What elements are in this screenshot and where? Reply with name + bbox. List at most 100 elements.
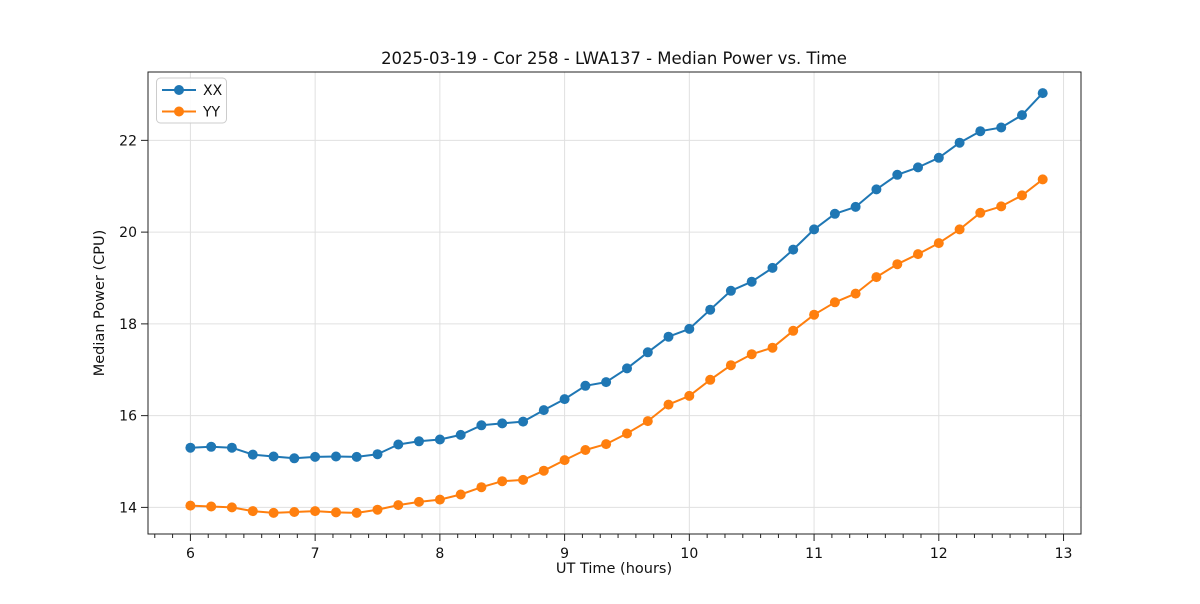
series-YY-marker	[1037, 174, 1048, 185]
series-YY-marker	[310, 506, 321, 517]
series-XX-marker	[684, 323, 695, 334]
series-YY-marker	[559, 455, 570, 466]
series-XX-marker	[1017, 110, 1027, 121]
series-YY-marker	[518, 474, 529, 485]
series-XX-marker	[871, 184, 882, 195]
tick-layer: 6 7 8 9 10 11 12 13 14 16 18 20 22	[119, 133, 1072, 562]
series-YY-marker	[954, 224, 965, 235]
series-XX-marker	[331, 451, 341, 462]
series-YY-marker	[414, 496, 424, 507]
series-YY-marker	[829, 297, 840, 308]
legend-label: XX	[203, 83, 223, 99]
series-YY-marker	[289, 507, 300, 517]
series-YY-marker	[434, 494, 445, 505]
legend-item-YY: YY	[162, 105, 221, 121]
series-XX-marker	[434, 434, 445, 445]
legend-marker	[174, 85, 184, 95]
series-XX-marker	[372, 449, 383, 460]
series-YY-marker	[538, 465, 549, 476]
series-YY-marker	[351, 507, 362, 518]
series-YY-marker	[331, 507, 341, 518]
series-XX-marker	[892, 169, 903, 180]
x-tick-label: 13	[1055, 546, 1073, 562]
series-XX-marker	[185, 442, 196, 453]
series-XX-marker	[809, 224, 820, 235]
x-axis-label: UT Time (hours)	[556, 561, 672, 577]
series-XX-marker	[663, 331, 674, 342]
series-YY-marker	[247, 506, 258, 517]
series-XX-marker	[850, 201, 861, 212]
y-tick-label: 20	[119, 225, 137, 241]
series-XX-marker	[310, 451, 321, 462]
series-YY-marker	[226, 502, 237, 513]
series-XX-marker	[351, 451, 362, 462]
series-YY-marker	[705, 374, 716, 385]
series-XX-marker	[559, 394, 570, 405]
series-XX-marker	[414, 436, 424, 447]
series-YY-marker	[393, 500, 404, 511]
series-XX-marker	[705, 304, 716, 315]
grid-layer	[148, 72, 1081, 534]
series-XX-marker	[767, 262, 778, 273]
legend-label: YY	[202, 105, 221, 121]
legend: XX YY	[156, 77, 227, 124]
series-YY-line	[189, 178, 1044, 514]
series-XX-marker	[268, 451, 279, 462]
series-YY-marker	[268, 507, 279, 518]
series-XX-marker	[497, 418, 508, 429]
series-YY-marker	[850, 288, 861, 299]
series-YY-marker	[975, 207, 986, 218]
series-YY-marker	[933, 238, 944, 249]
series-YY-marker	[622, 428, 632, 439]
series-XX-marker	[476, 420, 487, 431]
series-XX-marker	[538, 405, 549, 416]
series-YY-marker	[788, 325, 799, 336]
chart-title: 2025-03-19 - Cor 258 - LWA137 - Median P…	[381, 49, 847, 68]
series-XX-marker	[206, 441, 217, 452]
series-YY-marker	[497, 476, 508, 487]
y-tick-label: 22	[119, 133, 137, 149]
series-YY-marker	[913, 249, 923, 260]
y-tick-label: 14	[119, 500, 137, 516]
x-tick-label: 12	[930, 546, 948, 562]
y-tick-label: 18	[119, 317, 137, 333]
series-XX-marker	[954, 137, 965, 148]
series-YY-marker	[684, 390, 695, 401]
series-XX-marker	[580, 380, 591, 391]
series-XX-marker	[642, 347, 653, 358]
x-tick-label: 9	[560, 546, 569, 562]
series-XX-marker	[829, 208, 840, 219]
series-XX-marker	[788, 244, 799, 255]
series-XX-marker	[725, 285, 736, 296]
y-tick-label: 16	[119, 409, 137, 425]
x-tick-label: 10	[680, 546, 698, 562]
series-YY-marker	[725, 360, 736, 371]
series-YY-marker	[996, 201, 1007, 212]
series-XX-marker	[601, 377, 612, 388]
series-XX-marker	[913, 162, 923, 173]
series-YY-marker	[580, 445, 591, 455]
series-XX-marker	[247, 449, 258, 460]
x-tick-label: 11	[805, 546, 823, 562]
series-YY-marker	[892, 259, 903, 270]
series-YY-marker	[601, 439, 612, 450]
series-YY-marker	[185, 500, 196, 511]
series-XX-marker	[455, 429, 466, 440]
series-XX-marker	[975, 126, 986, 137]
x-tick-label: 6	[186, 546, 195, 562]
series-layer	[185, 88, 1048, 518]
series-XX-marker	[289, 453, 300, 464]
series-XX-marker	[393, 439, 404, 450]
series-YY-marker	[1017, 190, 1027, 201]
series-XX-marker	[226, 442, 237, 453]
x-tick-label: 8	[435, 546, 444, 562]
series-YY-marker	[663, 399, 674, 410]
series-YY-marker	[372, 504, 383, 515]
series-XX-marker	[1037, 88, 1048, 99]
series-YY-marker	[642, 416, 653, 427]
series-YY-marker	[746, 349, 757, 360]
axes-spines	[147, 71, 1082, 535]
series-XX-marker	[518, 416, 529, 427]
legend-marker	[174, 106, 184, 117]
